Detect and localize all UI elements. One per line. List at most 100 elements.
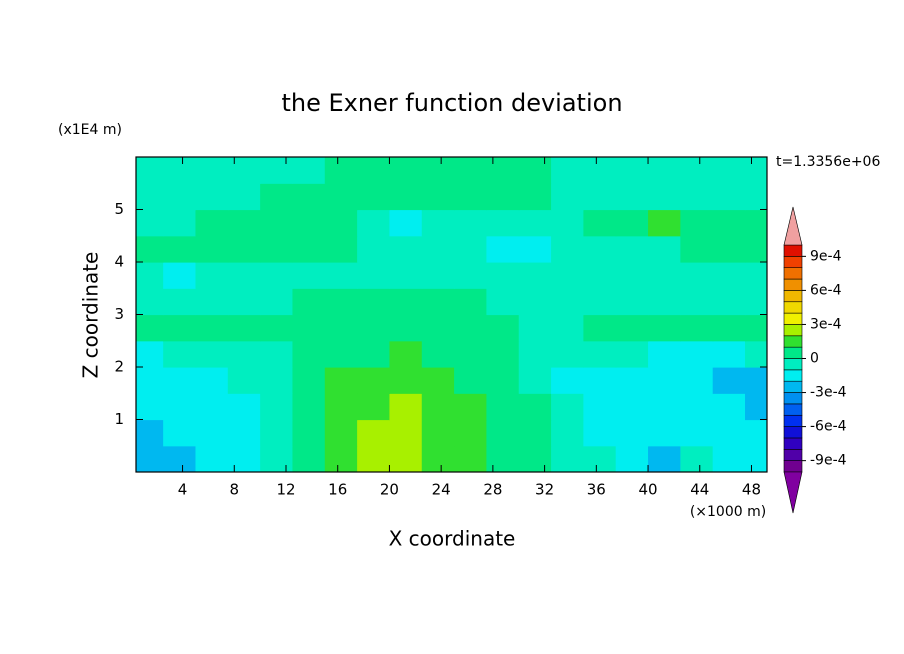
field-cell (518, 419, 552, 447)
field-cell (745, 209, 767, 237)
field-cell (454, 157, 488, 184)
field-cell (745, 262, 767, 289)
field-cell (357, 262, 391, 289)
field-cell (292, 340, 326, 368)
field-cell (454, 209, 488, 237)
field-cell (712, 445, 746, 472)
field-cell (136, 419, 164, 447)
field-cell (421, 235, 455, 263)
field-cell (163, 340, 197, 368)
field-cell (615, 183, 649, 211)
field-cell (518, 235, 552, 263)
colorbar-label: 9e-4 (810, 248, 842, 264)
field-cell (486, 314, 520, 342)
field-cell (324, 445, 358, 472)
field-cell (163, 393, 197, 421)
field-cell (324, 393, 358, 421)
field-cell (227, 445, 261, 472)
field-cell (227, 288, 261, 316)
field-cell (421, 209, 455, 237)
y-axis-label: Z coordinate (79, 252, 103, 379)
field-cell (518, 288, 552, 316)
field-cell (324, 367, 358, 394)
x-tick-label: 8 (229, 481, 239, 499)
x-unit: (×1000 m) (690, 504, 766, 520)
field-cell (292, 209, 326, 237)
field-cell (136, 288, 164, 316)
field-cell (745, 288, 767, 316)
field-cell (745, 340, 767, 368)
y-tick-label: 5 (114, 200, 124, 218)
colorbar-segment (783, 278, 803, 291)
field-cell (292, 445, 326, 472)
colorbar-segment (783, 437, 803, 450)
field-cell (551, 157, 584, 184)
colorbar-label: -9e-4 (810, 453, 847, 469)
colorbar-segment (783, 380, 803, 393)
field-cell (518, 262, 552, 289)
field-cell (583, 314, 617, 342)
field-cell (195, 157, 229, 184)
field-cell (227, 419, 261, 447)
colorbar-label: -6e-4 (810, 419, 847, 435)
field-cell (518, 445, 552, 472)
field-cell (712, 157, 746, 184)
colorbar-label: 6e-4 (810, 282, 842, 298)
field-cell (136, 209, 164, 237)
field-cell (292, 288, 326, 316)
field-cell (454, 288, 488, 316)
field-cell (260, 235, 294, 263)
field-cell (648, 157, 681, 184)
field-cell (227, 209, 261, 237)
colorbar-segment (783, 244, 803, 257)
field-cell (227, 235, 261, 263)
field-cell (583, 419, 617, 447)
field-cell (357, 183, 391, 211)
field-cell (195, 262, 229, 289)
field-cell (551, 209, 584, 237)
field-cell (389, 209, 423, 237)
field-cell (389, 419, 423, 447)
field-cell (615, 235, 649, 263)
field-cell (195, 183, 229, 211)
field-cell (486, 445, 520, 472)
y-unit: (x1E4 m) (58, 122, 122, 138)
field-cell (260, 393, 294, 421)
field-cell (648, 367, 681, 394)
field-cell (648, 288, 681, 316)
field-cell (163, 314, 197, 342)
field-cell (324, 340, 358, 368)
field-cell (324, 262, 358, 289)
field-cell (712, 288, 746, 316)
field-cell (712, 183, 746, 211)
field-cell (324, 209, 358, 237)
field-cell (260, 340, 294, 368)
field (136, 157, 767, 472)
field-cell (454, 262, 488, 289)
colorbar-segment (783, 346, 803, 359)
colorbar-label: 0 (810, 351, 819, 367)
field-cell (357, 235, 391, 263)
field-cell (583, 183, 617, 211)
field-cell (648, 235, 681, 263)
field-cell (324, 183, 358, 211)
x-tick-label: 32 (535, 481, 554, 499)
field-cell (680, 445, 714, 472)
field-cell (518, 367, 552, 394)
field-cell (163, 419, 197, 447)
field-cell (227, 262, 261, 289)
field-cell (136, 235, 164, 263)
field-cell (583, 367, 617, 394)
colorbar-segment (783, 256, 803, 269)
field-cell (136, 157, 164, 184)
field-cell (389, 393, 423, 421)
field-cell (260, 445, 294, 472)
field-cell (163, 209, 197, 237)
field-cell (551, 393, 584, 421)
field-cell (195, 209, 229, 237)
field-cell (486, 419, 520, 447)
field-cell (260, 314, 294, 342)
field-cell (680, 235, 714, 263)
field-cell (745, 157, 767, 184)
